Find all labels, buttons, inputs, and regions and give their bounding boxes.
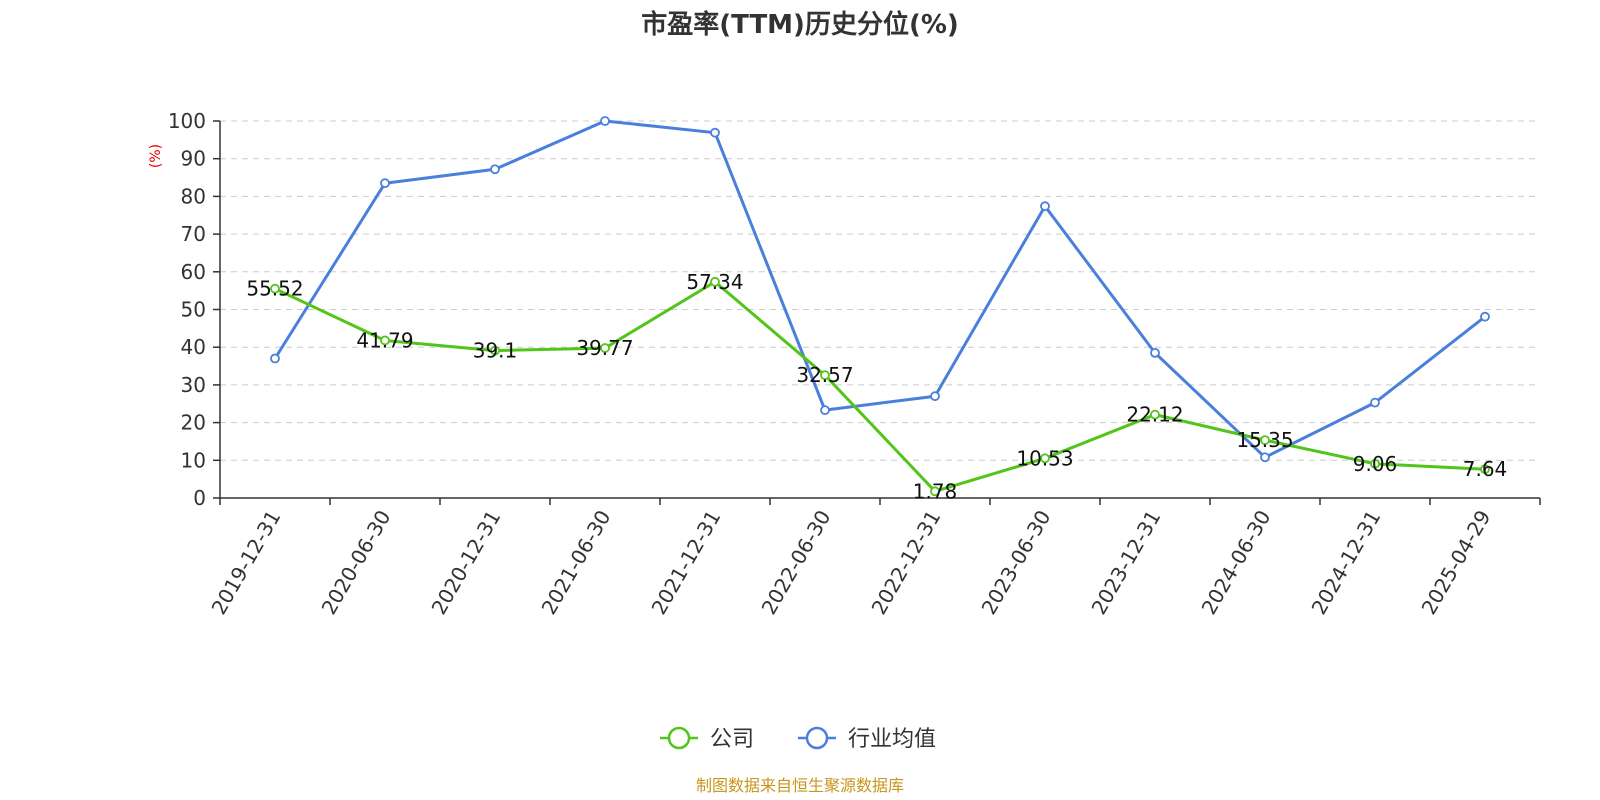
data-point <box>1260 452 1270 463</box>
data-label: 39.77 <box>576 336 633 360</box>
data-point <box>820 370 830 381</box>
data-label: 32.57 <box>796 363 853 387</box>
series-line-1 <box>273 119 1486 459</box>
x-tick-label: 2024-12-31 <box>1306 506 1385 619</box>
data-point <box>270 353 280 364</box>
data-point <box>380 178 390 189</box>
y-tick-label: 10 <box>181 448 206 472</box>
legend-swatch-marker <box>667 726 691 750</box>
data-point <box>1040 201 1050 212</box>
data-point <box>1370 458 1380 469</box>
data-point <box>1260 435 1270 446</box>
legend-swatch-marker <box>805 726 829 750</box>
data-label: 22.12 <box>1126 403 1183 427</box>
data-label: 57.34 <box>686 270 743 294</box>
legend: 公司 行业均值 <box>660 726 936 752</box>
data-point <box>820 405 830 416</box>
y-tick-label: 30 <box>181 373 206 397</box>
x-tick-label: 2020-12-31 <box>426 506 505 619</box>
data-label: 15.35 <box>1236 428 1293 452</box>
x-tick-label: 2025-04-29 <box>1416 506 1495 619</box>
x-tick-label: 2021-12-31 <box>646 506 725 619</box>
y-tick-label: 50 <box>181 298 206 322</box>
axes <box>213 120 1541 505</box>
x-tick-label: 2019-12-31 <box>206 506 285 619</box>
x-tick-label: 2020-06-30 <box>316 506 395 619</box>
x-tick-label: 2023-06-30 <box>976 506 1055 619</box>
y-tick-label: 70 <box>181 222 206 246</box>
y-axis-label: (%) <box>148 144 164 168</box>
y-tick-labels: 0 10 20 30 40 50 60 70 80 90 100 <box>168 109 206 510</box>
data-point <box>710 276 720 287</box>
y-tick-label: 100 <box>168 109 206 133</box>
data-point <box>930 486 940 497</box>
data-label: 7.64 <box>1463 457 1508 481</box>
x-tick-label: 2021-06-30 <box>536 506 615 619</box>
data-point <box>1150 409 1160 420</box>
x-tick-labels: 2019-12-31 2020-06-30 2020-12-31 2021-06-30… <box>206 506 1495 619</box>
series-line-0 <box>274 280 1486 493</box>
chart-title: 市盈率(TTM)历史分位(%) <box>641 9 959 40</box>
data-point <box>1150 347 1160 358</box>
x-tick-label: 2022-12-31 <box>866 506 945 619</box>
data-label: 9.06 <box>1353 452 1398 476</box>
data-point <box>710 127 720 138</box>
y-tick-label: 80 <box>181 184 206 208</box>
data-label: 41.79 <box>356 328 413 352</box>
data-label: 55.52 <box>246 277 303 301</box>
data-point <box>1040 453 1050 464</box>
data-point <box>270 283 280 294</box>
data-point <box>600 116 610 126</box>
data-label: 1.78 <box>913 479 958 503</box>
y-tick-label: 90 <box>181 147 206 171</box>
data-point <box>490 164 500 175</box>
x-tick-label: 2023-12-31 <box>1086 506 1165 619</box>
data-point <box>1480 464 1490 475</box>
y-tick-label: 40 <box>181 335 206 359</box>
legend-label: 公司 <box>710 727 754 752</box>
y-tick-label: 20 <box>181 411 206 435</box>
y-tick-label: 0 <box>193 486 206 510</box>
data-label: 39.1 <box>473 339 518 363</box>
x-tick-label: 2022-06-30 <box>756 506 835 619</box>
data-labels: 55.52 41.79 39.1 39.77 57.34 32.57 1.78 10.53 22… <box>246 270 1507 503</box>
series <box>270 116 1490 497</box>
x-tick-label: 2024-06-30 <box>1196 506 1275 619</box>
data-point <box>1480 311 1490 322</box>
data-point <box>930 391 940 402</box>
legend-label: 行业均值 <box>848 727 936 752</box>
y-tick-label: 60 <box>181 260 206 284</box>
data-point <box>1370 397 1380 408</box>
source-note: 制图数据来自恒生聚源数据库 <box>696 776 904 795</box>
data-point <box>380 335 390 346</box>
data-point <box>600 343 610 353</box>
data-label: 10.53 <box>1016 446 1073 470</box>
gridlines <box>220 120 1540 461</box>
data-point <box>490 345 500 356</box>
